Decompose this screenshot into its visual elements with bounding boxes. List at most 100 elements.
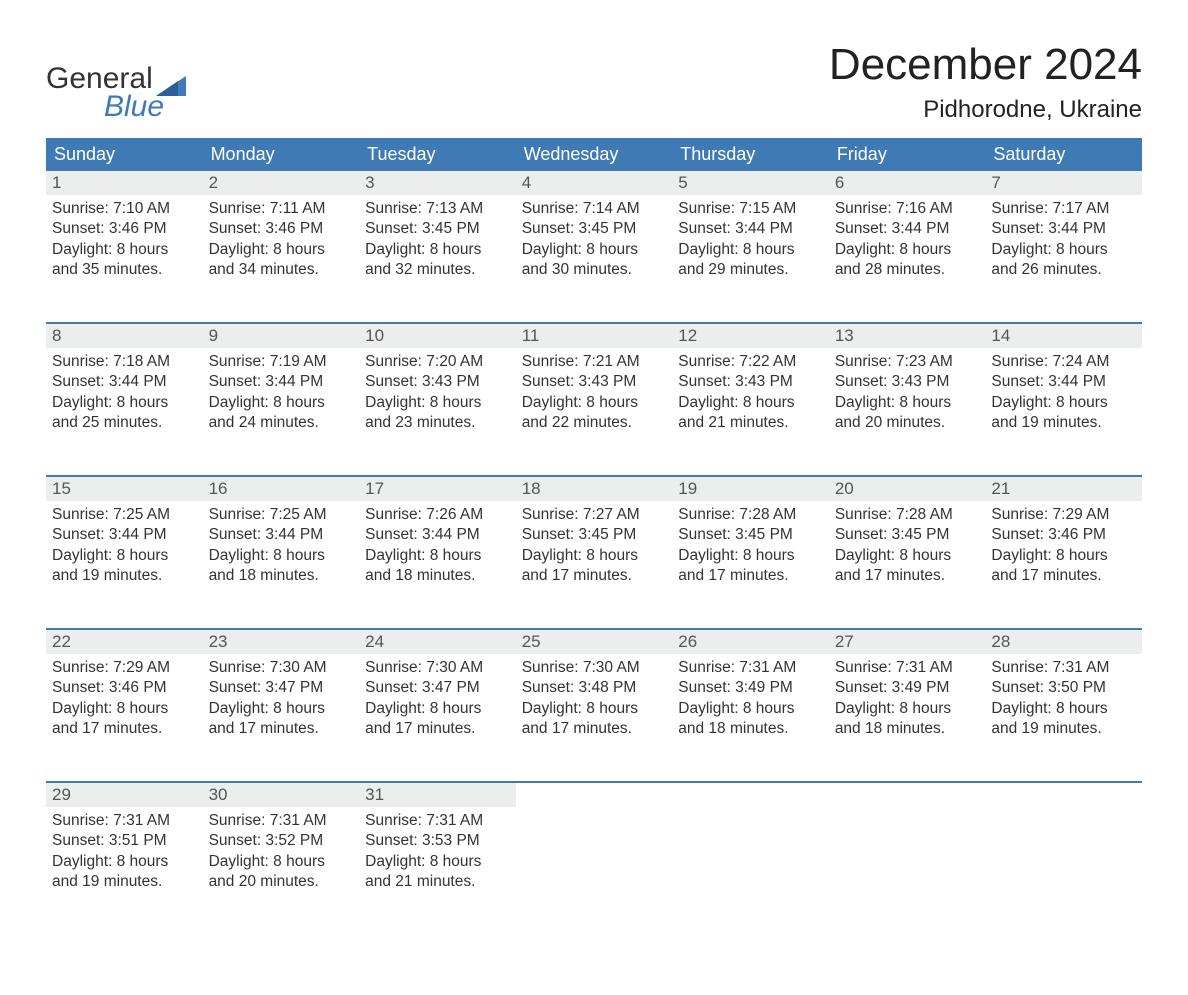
location: Pidhorodne, Ukraine [829,96,1142,124]
day-number: 31 [359,782,516,807]
sunset-line: Sunset: 3:46 PM [991,525,1136,545]
week-body-row: Sunrise: 7:29 AMSunset: 3:46 PMDaylight:… [46,654,1142,782]
daylight-line2: and 17 minutes. [522,719,667,739]
daylight-line1: Daylight: 8 hours [209,546,354,566]
day-number: 16 [203,476,360,501]
sunrise-line: Sunrise: 7:31 AM [678,658,823,678]
day-cell: Sunrise: 7:28 AMSunset: 3:45 PMDaylight:… [672,501,829,629]
week-daynum-row: 891011121314 [46,323,1142,348]
sunrise-line: Sunrise: 7:23 AM [835,352,980,372]
daylight-line2: and 18 minutes. [835,719,980,739]
daylight-line2: and 19 minutes. [991,413,1136,433]
day-number: 20 [829,476,986,501]
sunrise-line: Sunrise: 7:11 AM [209,199,354,219]
day-cell: Sunrise: 7:18 AMSunset: 3:44 PMDaylight:… [46,348,203,476]
day-number: 3 [359,171,516,195]
day-cell: Sunrise: 7:13 AMSunset: 3:45 PMDaylight:… [359,195,516,323]
daylight-line1: Daylight: 8 hours [835,546,980,566]
day-number: 9 [203,323,360,348]
sunset-line: Sunset: 3:44 PM [991,372,1136,392]
daylight-line2: and 21 minutes. [678,413,823,433]
weekday-friday: Friday [829,138,986,171]
day-cell: Sunrise: 7:29 AMSunset: 3:46 PMDaylight:… [46,654,203,782]
day-number: 1 [46,171,203,195]
day-cell: Sunrise: 7:15 AMSunset: 3:44 PMDaylight:… [672,195,829,323]
sunset-line: Sunset: 3:47 PM [209,678,354,698]
daylight-line2: and 17 minutes. [678,566,823,586]
day-number: 24 [359,629,516,654]
day-number: 4 [516,171,673,195]
sunset-line: Sunset: 3:44 PM [52,372,197,392]
day-number: 10 [359,323,516,348]
day-number: 27 [829,629,986,654]
daylight-line2: and 24 minutes. [209,413,354,433]
day-cell: Sunrise: 7:31 AMSunset: 3:51 PMDaylight:… [46,807,203,935]
daylight-line1: Daylight: 8 hours [522,699,667,719]
week-body-row: Sunrise: 7:25 AMSunset: 3:44 PMDaylight:… [46,501,1142,629]
week-body-row: Sunrise: 7:10 AMSunset: 3:46 PMDaylight:… [46,195,1142,323]
daylight-line1: Daylight: 8 hours [991,240,1136,260]
daylight-line2: and 32 minutes. [365,260,510,280]
sunset-line: Sunset: 3:43 PM [835,372,980,392]
sunrise-line: Sunrise: 7:17 AM [991,199,1136,219]
day-number: 14 [985,323,1142,348]
daylight-line1: Daylight: 8 hours [522,393,667,413]
empty-cell [829,807,986,935]
daylight-line2: and 23 minutes. [365,413,510,433]
day-cell: Sunrise: 7:25 AMSunset: 3:44 PMDaylight:… [46,501,203,629]
empty-cell [829,782,986,807]
daylight-line2: and 17 minutes. [991,566,1136,586]
day-cell: Sunrise: 7:28 AMSunset: 3:45 PMDaylight:… [829,501,986,629]
day-number: 7 [985,171,1142,195]
daylight-line2: and 17 minutes. [52,719,197,739]
daylight-line1: Daylight: 8 hours [678,393,823,413]
weekday-header-row: Sunday Monday Tuesday Wednesday Thursday… [46,138,1142,171]
title-block: December 2024 Pidhorodne, Ukraine [829,40,1142,124]
day-cell: Sunrise: 7:19 AMSunset: 3:44 PMDaylight:… [203,348,360,476]
day-cell: Sunrise: 7:25 AMSunset: 3:44 PMDaylight:… [203,501,360,629]
sunrise-line: Sunrise: 7:10 AM [52,199,197,219]
sunset-line: Sunset: 3:44 PM [52,525,197,545]
sunrise-line: Sunrise: 7:31 AM [991,658,1136,678]
sunset-line: Sunset: 3:51 PM [52,831,197,851]
brand-logo: General Blue [46,40,186,124]
day-number: 18 [516,476,673,501]
day-cell: Sunrise: 7:31 AMSunset: 3:49 PMDaylight:… [829,654,986,782]
sunrise-line: Sunrise: 7:14 AM [522,199,667,219]
sunrise-line: Sunrise: 7:16 AM [835,199,980,219]
sunrise-line: Sunrise: 7:26 AM [365,505,510,525]
calendar-body: 1234567Sunrise: 7:10 AMSunset: 3:46 PMDa… [46,171,1142,935]
daylight-line2: and 17 minutes. [522,566,667,586]
day-number: 22 [46,629,203,654]
sunrise-line: Sunrise: 7:30 AM [522,658,667,678]
month-title: December 2024 [829,40,1142,90]
day-cell: Sunrise: 7:29 AMSunset: 3:46 PMDaylight:… [985,501,1142,629]
daylight-line2: and 19 minutes. [52,566,197,586]
sunrise-line: Sunrise: 7:27 AM [522,505,667,525]
daylight-line1: Daylight: 8 hours [365,699,510,719]
day-cell: Sunrise: 7:30 AMSunset: 3:47 PMDaylight:… [359,654,516,782]
daylight-line1: Daylight: 8 hours [52,699,197,719]
daylight-line2: and 19 minutes. [991,719,1136,739]
sunset-line: Sunset: 3:50 PM [991,678,1136,698]
sunrise-line: Sunrise: 7:30 AM [209,658,354,678]
daylight-line1: Daylight: 8 hours [522,240,667,260]
daylight-line1: Daylight: 8 hours [678,546,823,566]
sunset-line: Sunset: 3:52 PM [209,831,354,851]
daylight-line1: Daylight: 8 hours [365,852,510,872]
sunrise-line: Sunrise: 7:28 AM [678,505,823,525]
sunrise-line: Sunrise: 7:20 AM [365,352,510,372]
sunrise-line: Sunrise: 7:24 AM [991,352,1136,372]
week-daynum-row: 15161718192021 [46,476,1142,501]
sunrise-line: Sunrise: 7:31 AM [52,811,197,831]
day-cell: Sunrise: 7:30 AMSunset: 3:47 PMDaylight:… [203,654,360,782]
brand-line2: Blue [104,90,164,124]
daylight-line1: Daylight: 8 hours [835,699,980,719]
daylight-line2: and 34 minutes. [209,260,354,280]
daylight-line1: Daylight: 8 hours [365,393,510,413]
weekday-wednesday: Wednesday [516,138,673,171]
weekday-sunday: Sunday [46,138,203,171]
daylight-line2: and 20 minutes. [835,413,980,433]
daylight-line2: and 35 minutes. [52,260,197,280]
sunrise-line: Sunrise: 7:28 AM [835,505,980,525]
